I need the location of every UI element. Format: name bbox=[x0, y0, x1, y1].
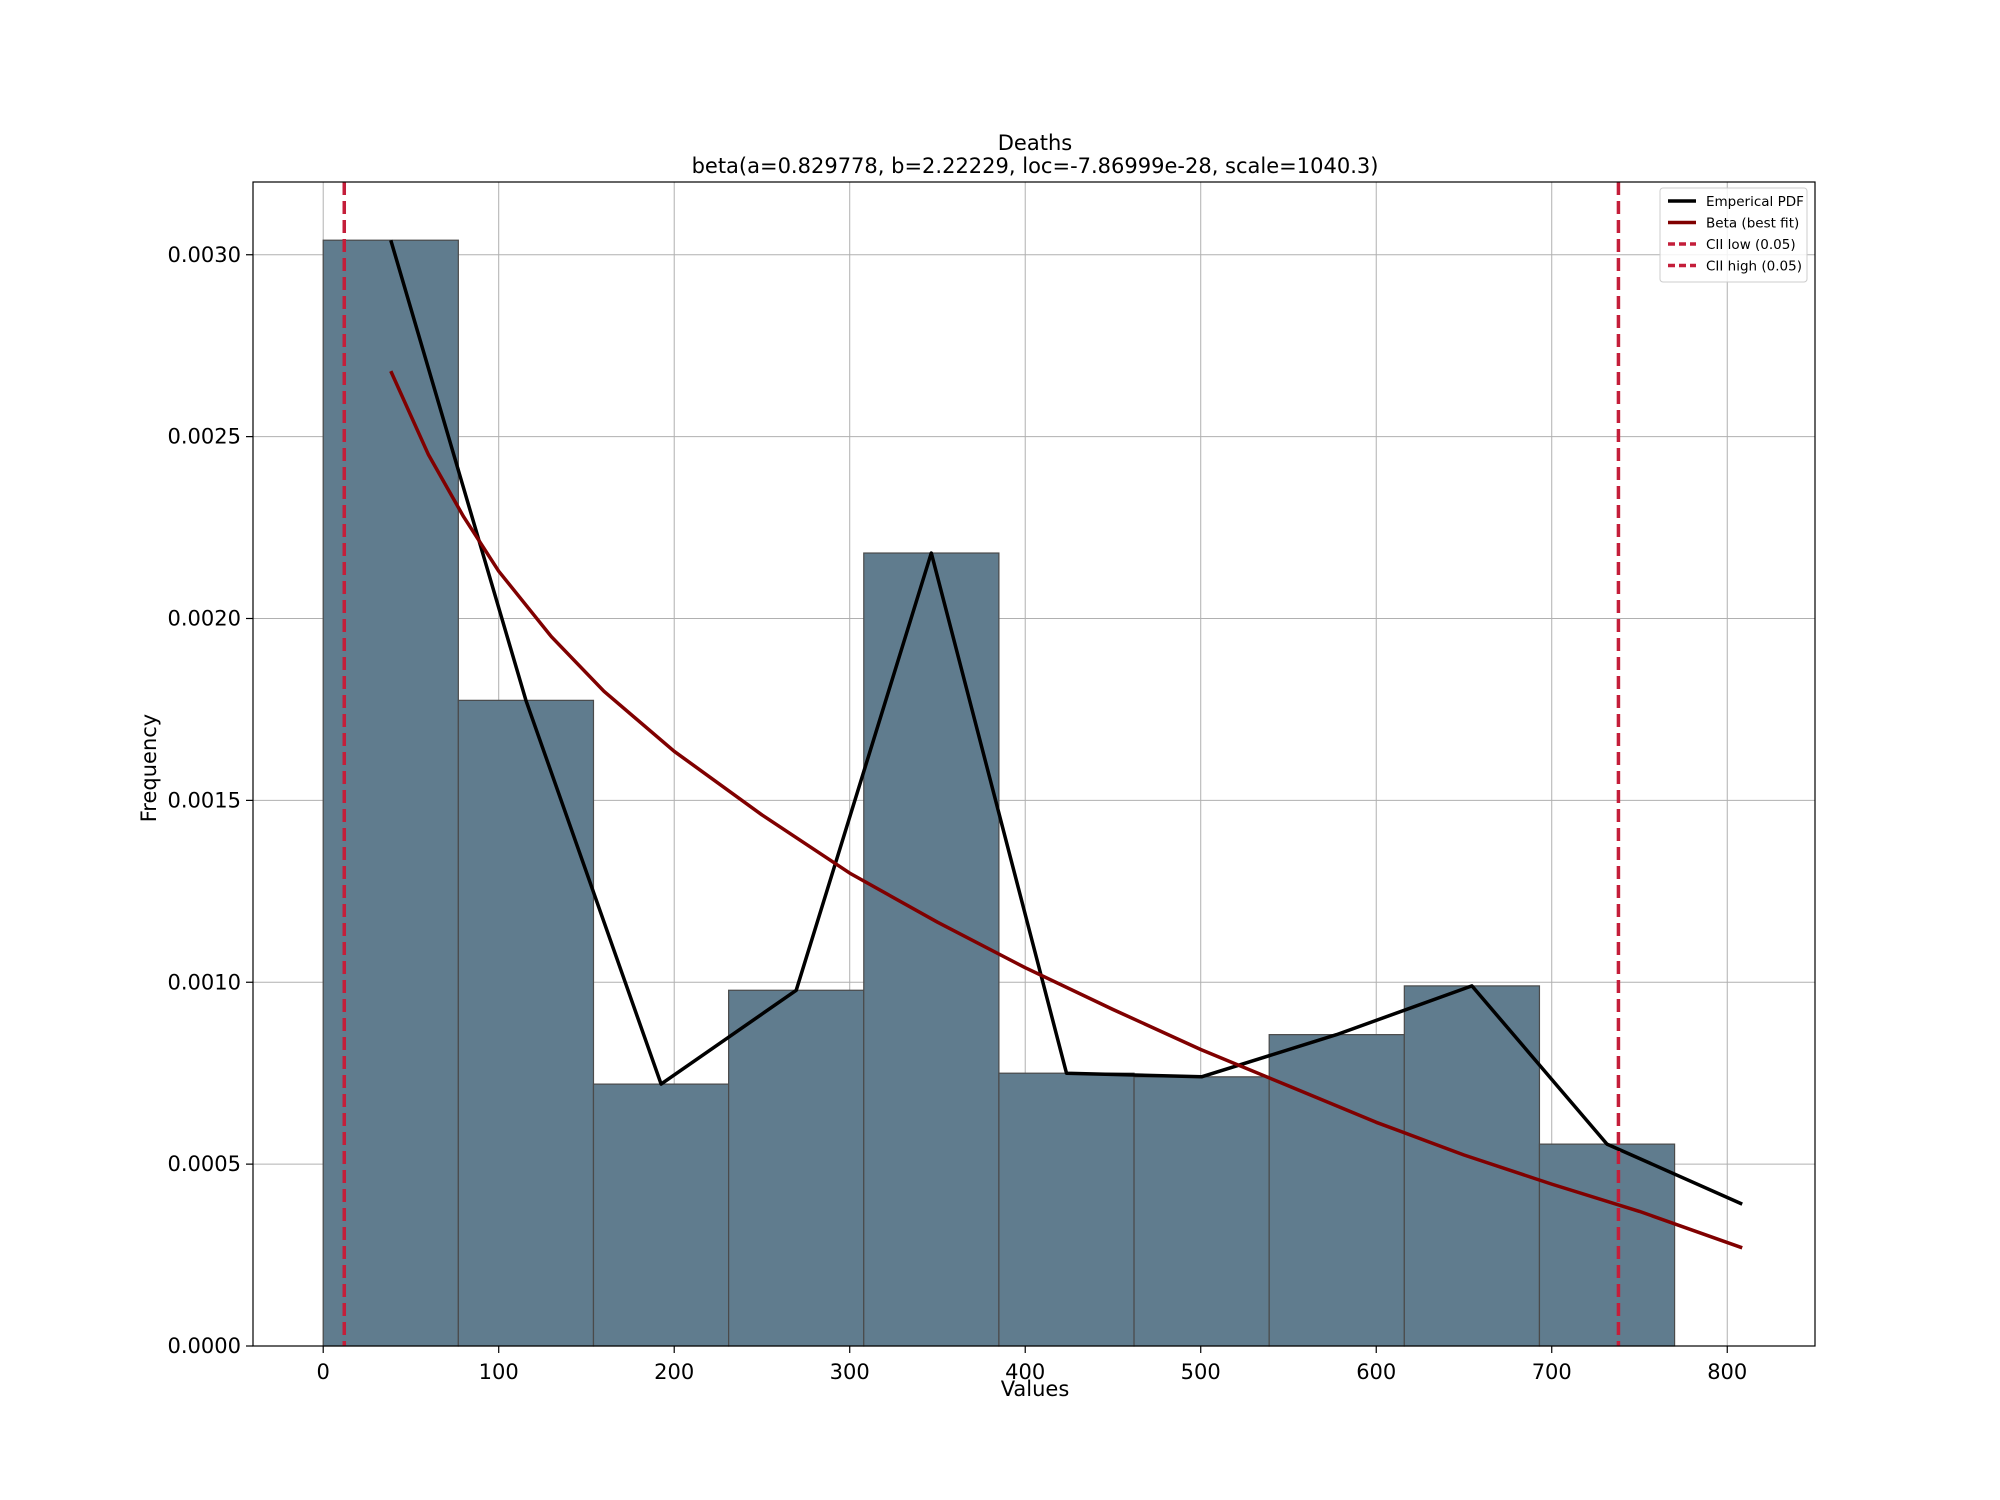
x-tick-label: 200 bbox=[654, 1360, 694, 1384]
plot-frame bbox=[252, 181, 1816, 1347]
x-axis-label: Values bbox=[1001, 1377, 1070, 1401]
x-tick-label: 100 bbox=[479, 1360, 519, 1384]
x-tick-label: 300 bbox=[830, 1360, 870, 1384]
empirical-pdf-line bbox=[389, 239, 1743, 1206]
legend-label: Emperical PDF bbox=[1706, 194, 1804, 210]
histogram-bar bbox=[457, 699, 595, 1347]
histogram-bar bbox=[998, 1072, 1135, 1347]
y-tick-label: 0.0000 bbox=[168, 1334, 241, 1358]
x-tick-label: 800 bbox=[1707, 1360, 1747, 1384]
histogram-bars bbox=[322, 239, 1676, 1347]
histogram-bar bbox=[1268, 1034, 1405, 1347]
y-tick-label: 0.0010 bbox=[168, 970, 241, 994]
histogram-bar bbox=[863, 552, 1000, 1347]
chart-subtitle: beta(a=0.829778, b=2.22229, loc=-7.86999… bbox=[692, 154, 1379, 178]
histogram-bar bbox=[728, 989, 865, 1347]
legend: Emperical PDF Beta (best fit) CII low (0.0… bbox=[1659, 187, 1808, 283]
legend-label: CII low (0.05) bbox=[1706, 237, 1796, 253]
legend-box bbox=[1659, 187, 1808, 283]
histogram-bar bbox=[592, 1083, 730, 1347]
y-axis-label: Frequency bbox=[137, 714, 161, 823]
y-tick-label: 0.0025 bbox=[168, 425, 241, 449]
x-tick-label: 700 bbox=[1532, 1360, 1572, 1384]
legend-label: CII high (0.05) bbox=[1706, 259, 1802, 275]
x-tick-label: 0 bbox=[317, 1360, 330, 1384]
y-tick-label: 0.0005 bbox=[168, 1152, 241, 1176]
histogram-bar bbox=[1133, 1076, 1270, 1347]
chart-title: Deaths bbox=[998, 131, 1072, 155]
x-tick-label: 500 bbox=[1181, 1360, 1221, 1384]
beta-fit-line bbox=[389, 370, 1743, 1250]
histogram-bar bbox=[1538, 1143, 1676, 1347]
series-lines bbox=[342, 182, 1743, 1346]
y-tick-label: 0.0030 bbox=[168, 243, 241, 267]
x-tick-label: 600 bbox=[1356, 1360, 1396, 1384]
legend-label: Beta (best fit) bbox=[1706, 216, 1799, 232]
axis-ticks: 0 100 200 300 400 500 600 700 800 0.0000 0.0005 0.0… bbox=[168, 243, 1748, 1384]
x-tick-label: 400 bbox=[1005, 1360, 1045, 1384]
y-tick-label: 0.0020 bbox=[168, 607, 241, 631]
y-tick-label: 0.0015 bbox=[168, 788, 241, 812]
